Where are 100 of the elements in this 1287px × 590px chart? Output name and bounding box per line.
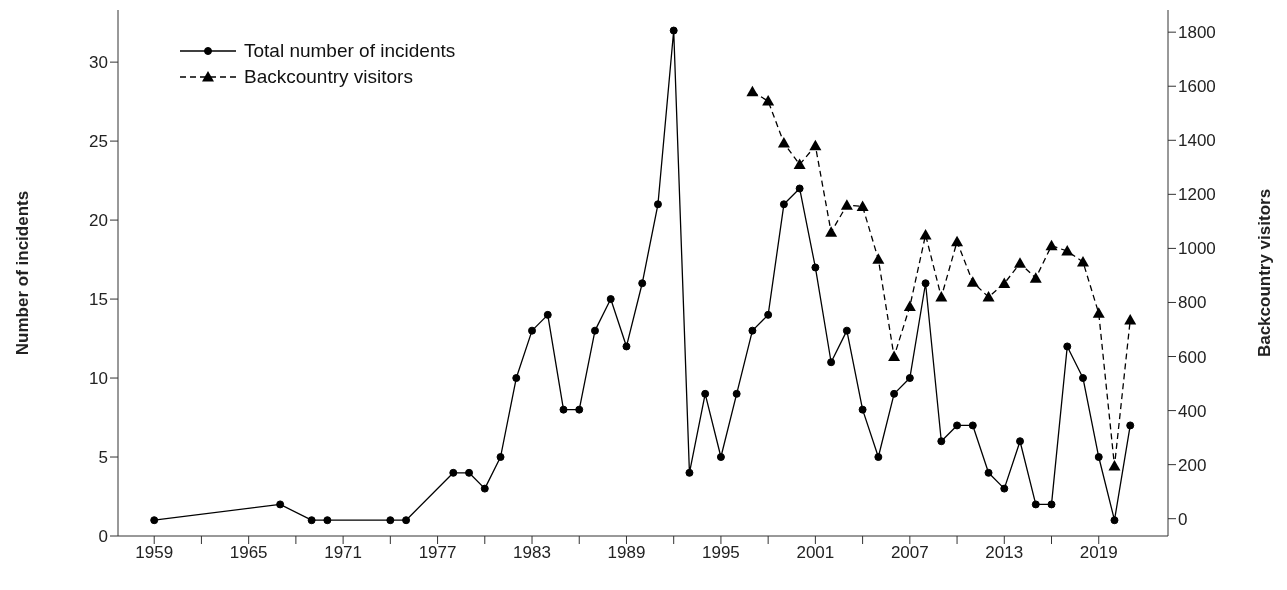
x-tick-label: 1989: [607, 543, 646, 563]
point: [951, 235, 964, 247]
y2-tick-label: 1000: [1178, 239, 1216, 259]
x-tick-label: 2019: [1079, 543, 1118, 563]
point: [874, 453, 883, 462]
point: [1045, 239, 1058, 251]
y2-tick-label: 1600: [1178, 77, 1216, 97]
y2-axis-title: Backcountry visitors: [1255, 188, 1275, 358]
x-tick-label: 1959: [135, 543, 174, 563]
y2-tick-label: 600: [1178, 347, 1207, 367]
point: [953, 421, 962, 430]
y2-tick-label: 0: [1178, 509, 1188, 529]
point: [984, 468, 993, 477]
point: [496, 453, 505, 462]
y2-tick-label: 1200: [1178, 185, 1216, 205]
point: [512, 374, 521, 383]
point: [764, 310, 773, 319]
x-tick-label: 1995: [702, 543, 740, 563]
point: [998, 277, 1011, 289]
point: [982, 291, 995, 302]
point: [921, 279, 930, 288]
point: [1110, 516, 1119, 525]
point: [1029, 272, 1042, 283]
point: [1047, 500, 1056, 509]
point: [386, 516, 395, 525]
point: [323, 516, 332, 525]
x-tick-label: 1965: [229, 543, 268, 563]
point: [543, 310, 552, 319]
point: [732, 389, 741, 398]
x-tick-label: 2001: [796, 543, 835, 563]
point: [905, 374, 914, 383]
point: [1014, 257, 1027, 268]
point: [779, 200, 788, 209]
point: [795, 184, 804, 193]
y-tick-label: 20: [89, 211, 108, 231]
point: [276, 500, 285, 509]
point: [937, 437, 946, 446]
point: [890, 389, 899, 398]
point: [1061, 245, 1074, 256]
point: [653, 200, 662, 209]
point: [622, 342, 631, 351]
point: [701, 389, 710, 398]
point: [966, 276, 979, 287]
point: [716, 453, 725, 462]
y-tick-label: 0: [98, 527, 108, 547]
point: [1094, 453, 1103, 462]
point: [1092, 307, 1105, 318]
point: [827, 358, 836, 367]
point: [840, 199, 853, 210]
point: [449, 468, 458, 477]
x-tick-label: 1983: [513, 543, 551, 563]
point: [746, 85, 759, 97]
point: [811, 263, 820, 272]
point: [1016, 437, 1025, 446]
point: [809, 139, 822, 151]
point: [856, 200, 869, 212]
point: [1078, 374, 1087, 383]
point: [935, 291, 948, 302]
point: [575, 405, 584, 414]
point: [606, 295, 615, 304]
legend-label: Backcountry visitors: [244, 66, 413, 88]
y-tick-label: 5: [98, 448, 108, 468]
point: [748, 326, 757, 335]
point: [858, 405, 867, 414]
point: [480, 484, 489, 493]
point: [465, 468, 474, 477]
point: [842, 326, 851, 335]
point: [762, 95, 775, 106]
point: [825, 226, 838, 237]
x-tick-label: 1971: [324, 543, 363, 563]
point: [1126, 421, 1135, 430]
point: [402, 516, 411, 525]
point: [1063, 342, 1072, 351]
y2-tick-label: 800: [1178, 293, 1207, 313]
point: [638, 279, 647, 288]
point: [1076, 255, 1089, 267]
point: [1000, 484, 1009, 493]
point: [685, 468, 694, 477]
point: [793, 158, 806, 170]
point: [872, 253, 885, 264]
y2-tick-label: 1800: [1178, 23, 1216, 43]
y2-tick-label: 400: [1178, 401, 1207, 421]
point: [1031, 500, 1040, 509]
point: [1124, 314, 1137, 325]
point: [919, 228, 932, 240]
point: [968, 421, 977, 430]
legend-label: Total number of incidents: [244, 40, 456, 62]
point: [903, 300, 916, 312]
point: [528, 326, 537, 335]
y-tick-label: 10: [89, 369, 108, 389]
x-tick-label: 2013: [985, 543, 1024, 563]
y2-tick-label: 200: [1178, 455, 1207, 475]
point: [150, 516, 159, 525]
y2-tick-label: 1400: [1178, 131, 1216, 151]
point: [1108, 459, 1121, 471]
y-tick-label: 30: [89, 53, 108, 73]
x-tick-label: 1977: [418, 543, 457, 563]
y-tick-label: 15: [89, 290, 108, 310]
y-axis-title: Number of incidents: [13, 190, 33, 356]
point: [777, 136, 790, 148]
